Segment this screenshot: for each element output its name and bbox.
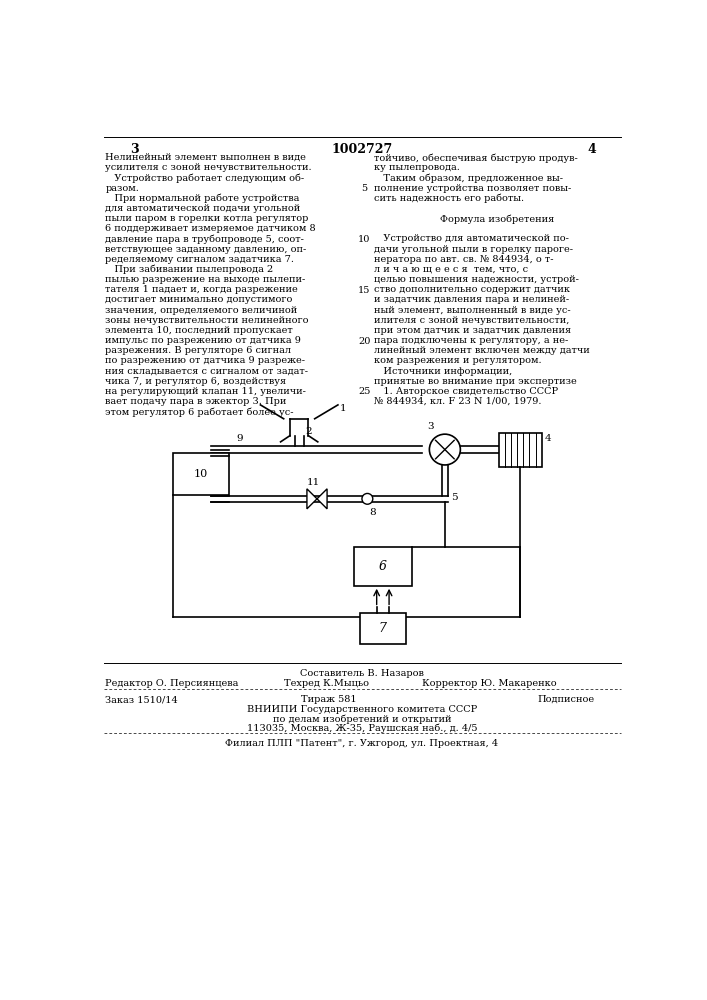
Text: целью повышения надежности, устрой-: целью повышения надежности, устрой- <box>373 275 578 284</box>
Polygon shape <box>317 489 327 509</box>
Text: 7: 7 <box>379 622 387 635</box>
Text: 113035, Москва, Ж-35, Раушская наб., д. 4/5: 113035, Москва, Ж-35, Раушская наб., д. … <box>247 724 477 733</box>
Text: элемента 10, последний пропускает: элемента 10, последний пропускает <box>105 326 293 335</box>
Text: 6 поддерживает измеряемое датчиком 8: 6 поддерживает измеряемое датчиком 8 <box>105 224 316 233</box>
Text: усилителя с зоной нечувствительности.: усилителя с зоной нечувствительности. <box>105 163 312 172</box>
Text: на регулирующий клапан 11, увеличи-: на регулирующий клапан 11, увеличи- <box>105 387 306 396</box>
Text: ком разрежения и регулятором.: ком разрежения и регулятором. <box>373 356 541 365</box>
Text: Устройство для автоматической по-: Устройство для автоматической по- <box>373 234 568 243</box>
Text: Устройство работает следующим об-: Устройство работает следующим об- <box>105 173 305 183</box>
Text: 6: 6 <box>379 560 387 573</box>
Text: При нормальной работе устройства: При нормальной работе устройства <box>105 194 300 203</box>
Text: 3: 3 <box>428 422 434 431</box>
Text: нератора по авт. св. № 844934, о т-: нератора по авт. св. № 844934, о т- <box>373 255 553 264</box>
Text: пыли паром в горелки котла регулятор: пыли паром в горелки котла регулятор <box>105 214 309 223</box>
Text: 1002727: 1002727 <box>332 143 392 156</box>
Text: для автоматической подачи угольной: для автоматической подачи угольной <box>105 204 300 213</box>
Text: импульс по разрежению от датчика 9: импульс по разрежению от датчика 9 <box>105 336 301 345</box>
Text: 4: 4 <box>545 434 551 443</box>
Text: вает подачу пара в эжектор 3. При: вает подачу пара в эжектор 3. При <box>105 397 287 406</box>
Bar <box>354 547 412 586</box>
Text: Редактор О. Персиянцева: Редактор О. Персиянцева <box>105 679 239 688</box>
Text: ный элемент, выполненный в виде ус-: ный элемент, выполненный в виде ус- <box>373 306 571 315</box>
Text: Нелинейный элемент выполнен в виде: Нелинейный элемент выполнен в виде <box>105 153 306 162</box>
Text: полнение устройства позволяет повы-: полнение устройства позволяет повы- <box>373 184 571 193</box>
Text: При забивании пылепровода 2: При забивании пылепровода 2 <box>105 265 274 274</box>
Text: 10: 10 <box>358 235 370 244</box>
Text: разрежения. В регуляторе 6 сигнал: разрежения. В регуляторе 6 сигнал <box>105 346 291 355</box>
Text: этом регулятор 6 работает более ус-: этом регулятор 6 работает более ус- <box>105 407 294 417</box>
Text: Составитель В. Назаров: Составитель В. Назаров <box>300 669 424 678</box>
Text: пара подключены к регулятору, а не-: пара подключены к регулятору, а не- <box>373 336 568 345</box>
Text: Подписное: Подписное <box>538 695 595 704</box>
Text: л и ч а ю щ е е с я  тем, что, с: л и ч а ю щ е е с я тем, что, с <box>373 265 527 274</box>
Text: 5: 5 <box>451 493 457 502</box>
Text: 20: 20 <box>358 337 370 346</box>
Text: № 844934, кл. F 23 N 1/00, 1979.: № 844934, кл. F 23 N 1/00, 1979. <box>373 397 541 406</box>
Text: пылью разрежение на выходе пылепи-: пылью разрежение на выходе пылепи- <box>105 275 305 284</box>
Text: сить надежность его работы.: сить надежность его работы. <box>373 194 524 203</box>
Text: линейный элемент включен между датчи: линейный элемент включен между датчи <box>373 346 590 355</box>
Text: 3: 3 <box>131 143 139 156</box>
Text: разом.: разом. <box>105 184 139 193</box>
Polygon shape <box>307 489 317 509</box>
Text: по разрежению от датчика 9 разреже-: по разрежению от датчика 9 разреже- <box>105 356 305 365</box>
Text: 15: 15 <box>358 286 370 295</box>
Text: 2: 2 <box>305 427 312 436</box>
Text: зоны нечувствительности нелинейного: зоны нечувствительности нелинейного <box>105 316 309 325</box>
Text: при этом датчик и задатчик давления: при этом датчик и задатчик давления <box>373 326 571 335</box>
Text: 10: 10 <box>194 469 208 479</box>
Text: ство дополнительно содержит датчик: ство дополнительно содержит датчик <box>373 285 570 294</box>
Text: принятые во внимание при экспертизе: принятые во внимание при экспертизе <box>373 377 576 386</box>
Text: тателя 1 падает и, когда разрежение: тателя 1 падает и, когда разрежение <box>105 285 298 294</box>
Text: и задатчик давления пара и нелиней-: и задатчик давления пара и нелиней- <box>373 295 568 304</box>
Text: 4: 4 <box>588 143 597 156</box>
Text: ветствующее заданному давлению, оп-: ветствующее заданному давлению, оп- <box>105 245 307 254</box>
Text: илителя с зоной нечувствительности,: илителя с зоной нечувствительности, <box>373 316 569 325</box>
Text: Филиал ПЛП "Патент", г. Ужгород, ул. Проектная, 4: Филиал ПЛП "Патент", г. Ужгород, ул. Про… <box>226 739 498 748</box>
Text: 5: 5 <box>361 184 368 193</box>
Text: 1. Авторское свидетельство СССР: 1. Авторское свидетельство СССР <box>373 387 558 396</box>
Text: тойчиво, обеспечивая быструю продув-: тойчиво, обеспечивая быструю продув- <box>373 153 578 163</box>
Text: значения, определяемого величиной: значения, определяемого величиной <box>105 306 298 315</box>
Bar <box>499 433 542 466</box>
Text: Формула изобретения: Формула изобретения <box>440 214 554 224</box>
Text: Заказ 1510/14: Заказ 1510/14 <box>105 695 178 704</box>
Text: Тираж 581: Тираж 581 <box>300 695 356 704</box>
Text: 25: 25 <box>358 387 370 396</box>
Text: чика 7, и регулятор 6, воздействуя: чика 7, и регулятор 6, воздействуя <box>105 377 286 386</box>
Text: Источники информации,: Источники информации, <box>373 367 512 376</box>
Text: Таким образом, предложенное вы-: Таким образом, предложенное вы- <box>373 173 563 183</box>
Circle shape <box>429 434 460 465</box>
Text: ку пылепровода.: ку пылепровода. <box>373 163 460 172</box>
Text: по делам изобретений и открытий: по делам изобретений и открытий <box>273 714 451 724</box>
Text: ния складывается с сигналом от задат-: ния складывается с сигналом от задат- <box>105 367 308 376</box>
Text: достигает минимально допустимого: достигает минимально допустимого <box>105 295 293 304</box>
Text: 8: 8 <box>370 508 376 517</box>
Text: ВНИИПИ Государственного комитета СССР: ВНИИПИ Государственного комитета СССР <box>247 705 477 714</box>
Text: Корректор Ю. Макаренко: Корректор Ю. Макаренко <box>421 679 556 688</box>
Text: дачи угольной пыли в горелку парогe-: дачи угольной пыли в горелку парогe- <box>373 245 573 254</box>
Text: 9: 9 <box>236 434 243 443</box>
Circle shape <box>362 493 373 504</box>
Text: 11: 11 <box>308 478 320 487</box>
Text: Техред К.Мыцьо: Техред К.Мыцьо <box>284 679 370 688</box>
Text: давление пара в трубопроводе 5, соот-: давление пара в трубопроводе 5, соот- <box>105 234 304 244</box>
Bar <box>360 613 406 644</box>
Text: 1: 1 <box>340 404 347 413</box>
Text: ределяемому сигналом задатчика 7.: ределяемому сигналом задатчика 7. <box>105 255 294 264</box>
Bar <box>173 453 228 495</box>
